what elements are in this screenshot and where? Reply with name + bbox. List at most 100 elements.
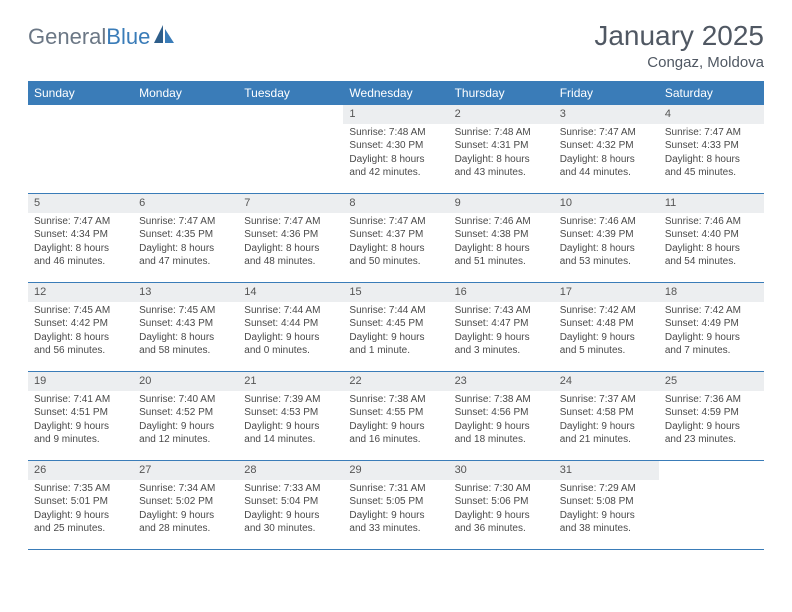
daylight-line: Daylight: 9 hours and 18 minutes.: [455, 420, 548, 447]
day-number: 30: [449, 461, 554, 480]
calendar-week-row: 26Sunrise: 7:35 AMSunset: 5:01 PMDayligh…: [28, 461, 764, 550]
sunrise-line: Sunrise: 7:46 AM: [560, 215, 653, 229]
sunset-line: Sunset: 4:51 PM: [34, 406, 127, 420]
day-number: 23: [449, 372, 554, 391]
day-details: Sunrise: 7:46 AMSunset: 4:40 PMDaylight:…: [659, 213, 764, 273]
daylight-line: Daylight: 9 hours and 16 minutes.: [349, 420, 442, 447]
day-number: 7: [238, 194, 343, 213]
day-number: 20: [133, 372, 238, 391]
calendar-day-cell: 28Sunrise: 7:33 AMSunset: 5:04 PMDayligh…: [238, 461, 343, 550]
calendar-day-cell: 30Sunrise: 7:30 AMSunset: 5:06 PMDayligh…: [449, 461, 554, 550]
calendar-day-cell: 11Sunrise: 7:46 AMSunset: 4:40 PMDayligh…: [659, 194, 764, 283]
sunset-line: Sunset: 4:32 PM: [560, 139, 653, 153]
page-title: January 2025: [594, 20, 764, 52]
calendar-day-cell: 25Sunrise: 7:36 AMSunset: 4:59 PMDayligh…: [659, 372, 764, 461]
day-number: 17: [554, 283, 659, 302]
sunrise-line: Sunrise: 7:48 AM: [349, 126, 442, 140]
sunrise-line: Sunrise: 7:33 AM: [244, 482, 337, 496]
daylight-line: Daylight: 9 hours and 0 minutes.: [244, 331, 337, 358]
sunrise-line: Sunrise: 7:47 AM: [139, 215, 232, 229]
sunrise-line: Sunrise: 7:38 AM: [349, 393, 442, 407]
calendar-day-cell: 2Sunrise: 7:48 AMSunset: 4:31 PMDaylight…: [449, 105, 554, 194]
sunrise-line: Sunrise: 7:45 AM: [139, 304, 232, 318]
location-label: Congaz, Moldova: [594, 54, 764, 71]
calendar-day-cell: 18Sunrise: 7:42 AMSunset: 4:49 PMDayligh…: [659, 283, 764, 372]
sunset-line: Sunset: 4:56 PM: [455, 406, 548, 420]
day-details: Sunrise: 7:30 AMSunset: 5:06 PMDaylight:…: [449, 480, 554, 540]
sunset-line: Sunset: 4:47 PM: [455, 317, 548, 331]
daylight-line: Daylight: 9 hours and 7 minutes.: [665, 331, 758, 358]
sunset-line: Sunset: 5:01 PM: [34, 495, 127, 509]
weekday-header: Wednesday: [343, 81, 448, 105]
sunset-line: Sunset: 4:59 PM: [665, 406, 758, 420]
day-details: Sunrise: 7:48 AMSunset: 4:31 PMDaylight:…: [449, 124, 554, 184]
daylight-line: Daylight: 9 hours and 14 minutes.: [244, 420, 337, 447]
calendar-day-cell: 4Sunrise: 7:47 AMSunset: 4:33 PMDaylight…: [659, 105, 764, 194]
sunset-line: Sunset: 4:53 PM: [244, 406, 337, 420]
calendar-day-cell: 21Sunrise: 7:39 AMSunset: 4:53 PMDayligh…: [238, 372, 343, 461]
daylight-line: Daylight: 9 hours and 30 minutes.: [244, 509, 337, 536]
sunrise-line: Sunrise: 7:35 AM: [34, 482, 127, 496]
sunset-line: Sunset: 4:35 PM: [139, 228, 232, 242]
daylight-line: Daylight: 9 hours and 28 minutes.: [139, 509, 232, 536]
sunrise-line: Sunrise: 7:46 AM: [455, 215, 548, 229]
sunrise-line: Sunrise: 7:44 AM: [349, 304, 442, 318]
sunset-line: Sunset: 4:33 PM: [665, 139, 758, 153]
day-details: Sunrise: 7:47 AMSunset: 4:32 PMDaylight:…: [554, 124, 659, 184]
calendar-empty-cell: [28, 105, 133, 194]
sunset-line: Sunset: 5:08 PM: [560, 495, 653, 509]
day-number: 2: [449, 105, 554, 124]
day-details: Sunrise: 7:42 AMSunset: 4:48 PMDaylight:…: [554, 302, 659, 362]
daylight-line: Daylight: 9 hours and 1 minute.: [349, 331, 442, 358]
day-number: 8: [343, 194, 448, 213]
sunrise-line: Sunrise: 7:41 AM: [34, 393, 127, 407]
day-number: 24: [554, 372, 659, 391]
sunset-line: Sunset: 4:52 PM: [139, 406, 232, 420]
daylight-line: Daylight: 9 hours and 33 minutes.: [349, 509, 442, 536]
calendar-empty-cell: [238, 105, 343, 194]
sunrise-line: Sunrise: 7:43 AM: [455, 304, 548, 318]
weekday-header: Tuesday: [238, 81, 343, 105]
day-details: Sunrise: 7:39 AMSunset: 4:53 PMDaylight:…: [238, 391, 343, 451]
day-number: 14: [238, 283, 343, 302]
day-details: Sunrise: 7:46 AMSunset: 4:39 PMDaylight:…: [554, 213, 659, 273]
day-details: Sunrise: 7:29 AMSunset: 5:08 PMDaylight:…: [554, 480, 659, 540]
day-number: 12: [28, 283, 133, 302]
sunrise-line: Sunrise: 7:29 AM: [560, 482, 653, 496]
sunrise-line: Sunrise: 7:38 AM: [455, 393, 548, 407]
sunset-line: Sunset: 4:36 PM: [244, 228, 337, 242]
daylight-line: Daylight: 9 hours and 5 minutes.: [560, 331, 653, 358]
day-details: Sunrise: 7:38 AMSunset: 4:56 PMDaylight:…: [449, 391, 554, 451]
day-details: Sunrise: 7:40 AMSunset: 4:52 PMDaylight:…: [133, 391, 238, 451]
day-details: Sunrise: 7:33 AMSunset: 5:04 PMDaylight:…: [238, 480, 343, 540]
daylight-line: Daylight: 9 hours and 38 minutes.: [560, 509, 653, 536]
calendar-day-cell: 1Sunrise: 7:48 AMSunset: 4:30 PMDaylight…: [343, 105, 448, 194]
calendar-head: SundayMondayTuesdayWednesdayThursdayFrid…: [28, 81, 764, 105]
calendar-empty-cell: [659, 461, 764, 550]
logo-sail-icon: [154, 25, 174, 43]
day-details: Sunrise: 7:45 AMSunset: 4:43 PMDaylight:…: [133, 302, 238, 362]
daylight-line: Daylight: 8 hours and 48 minutes.: [244, 242, 337, 269]
calendar-week-row: 19Sunrise: 7:41 AMSunset: 4:51 PMDayligh…: [28, 372, 764, 461]
day-number: 15: [343, 283, 448, 302]
calendar-empty-cell: [133, 105, 238, 194]
sunset-line: Sunset: 4:42 PM: [34, 317, 127, 331]
calendar-body: 1Sunrise: 7:48 AMSunset: 4:30 PMDaylight…: [28, 105, 764, 550]
sunset-line: Sunset: 4:30 PM: [349, 139, 442, 153]
sunrise-line: Sunrise: 7:31 AM: [349, 482, 442, 496]
calendar-day-cell: 24Sunrise: 7:37 AMSunset: 4:58 PMDayligh…: [554, 372, 659, 461]
calendar-day-cell: 19Sunrise: 7:41 AMSunset: 4:51 PMDayligh…: [28, 372, 133, 461]
calendar-table: SundayMondayTuesdayWednesdayThursdayFrid…: [28, 81, 764, 550]
daylight-line: Daylight: 8 hours and 53 minutes.: [560, 242, 653, 269]
calendar-day-cell: 15Sunrise: 7:44 AMSunset: 4:45 PMDayligh…: [343, 283, 448, 372]
daylight-line: Daylight: 8 hours and 51 minutes.: [455, 242, 548, 269]
day-details: Sunrise: 7:47 AMSunset: 4:35 PMDaylight:…: [133, 213, 238, 273]
title-block: January 2025 Congaz, Moldova: [594, 20, 764, 71]
day-details: Sunrise: 7:35 AMSunset: 5:01 PMDaylight:…: [28, 480, 133, 540]
day-details: Sunrise: 7:34 AMSunset: 5:02 PMDaylight:…: [133, 480, 238, 540]
calendar-day-cell: 16Sunrise: 7:43 AMSunset: 4:47 PMDayligh…: [449, 283, 554, 372]
daylight-line: Daylight: 9 hours and 3 minutes.: [455, 331, 548, 358]
day-number: 21: [238, 372, 343, 391]
daylight-line: Daylight: 8 hours and 50 minutes.: [349, 242, 442, 269]
calendar-day-cell: 6Sunrise: 7:47 AMSunset: 4:35 PMDaylight…: [133, 194, 238, 283]
